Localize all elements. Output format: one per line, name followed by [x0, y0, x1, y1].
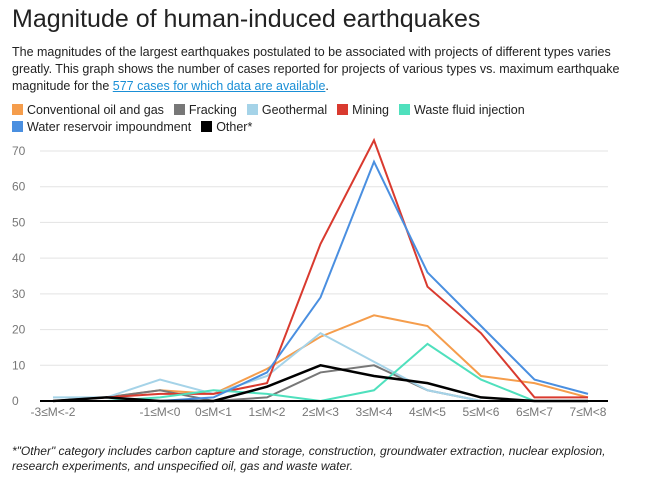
- legend-label: Water reservoir impoundment: [27, 120, 192, 134]
- y-tick-label: 10: [12, 358, 26, 372]
- legend-item[interactable]: Conventional oil and gas: [12, 103, 164, 117]
- chart-title: Magnitude of human-induced earthquakes: [12, 5, 481, 33]
- x-tick-label: 5≤M<6: [463, 405, 500, 419]
- footnote: *"Other" category includes carbon captur…: [12, 444, 606, 473]
- series-line: [52, 137, 588, 402]
- x-tick-label: 4≤M<5: [409, 405, 446, 419]
- legend-item[interactable]: Fracking: [173, 103, 237, 117]
- legend-swatch: [173, 104, 185, 115]
- x-tick-label: 1≤M<2: [249, 405, 286, 419]
- legend-label: Waste fluid injection: [413, 103, 525, 117]
- legend-label: Other*: [216, 120, 253, 134]
- y-tick-label: 30: [12, 287, 26, 301]
- legend-swatch: [12, 104, 23, 115]
- legend-item[interactable]: Water reservoir impoundment: [12, 120, 191, 134]
- y-tick-label: 60: [12, 180, 26, 194]
- y-tick-label: 0: [12, 394, 19, 408]
- legend-swatch: [337, 104, 349, 115]
- x-tick-label: 2≤M<3: [302, 405, 339, 419]
- y-tick-label: 70: [12, 144, 26, 158]
- description-text: The magnitudes of the largest earthquake…: [12, 45, 620, 93]
- description-end: .: [325, 79, 329, 93]
- legend-label: Fracking: [188, 103, 237, 117]
- x-tick-label: 3≤M<4: [356, 405, 393, 419]
- x-tick-label: 6≤M<7: [516, 405, 553, 419]
- legend-label: Mining: [352, 103, 389, 117]
- line-chart: 0 10 20 30 40 50 60 70 -3≤M<-2 -1≤M<0 0≤M<1 1≤M<2 2≤…: [12, 137, 608, 419]
- legend-item[interactable]: Waste fluid injection: [398, 103, 525, 117]
- legend-swatch: [246, 104, 258, 115]
- legend-item[interactable]: Other*: [201, 120, 252, 134]
- x-tick-label: 0≤M<1: [195, 405, 232, 419]
- legend: Conventional oil and gas Fracking Geotherm…: [12, 102, 652, 136]
- legend-swatch: [398, 104, 410, 115]
- legend-swatch: [12, 121, 23, 132]
- legend-swatch: [201, 121, 213, 132]
- legend-item[interactable]: Mining: [337, 103, 389, 117]
- legend-item[interactable]: Geothermal: [246, 103, 328, 117]
- y-tick-label: 50: [12, 215, 26, 229]
- chart-description: The magnitudes of the largest earthquake…: [12, 44, 652, 95]
- x-tick-label: 7≤M<8: [570, 405, 607, 419]
- x-tick-label: -1≤M<0: [140, 405, 181, 419]
- series-line: [52, 363, 588, 403]
- legend-label: Geothermal: [261, 103, 328, 117]
- data-link[interactable]: 577 cases for which data are available: [112, 79, 326, 93]
- y-tick-label: 20: [12, 323, 26, 337]
- x-tick-label: -3≤M<-2: [31, 405, 76, 419]
- legend-label: Conventional oil and gas: [27, 103, 164, 117]
- y-tick-label: 40: [12, 251, 26, 265]
